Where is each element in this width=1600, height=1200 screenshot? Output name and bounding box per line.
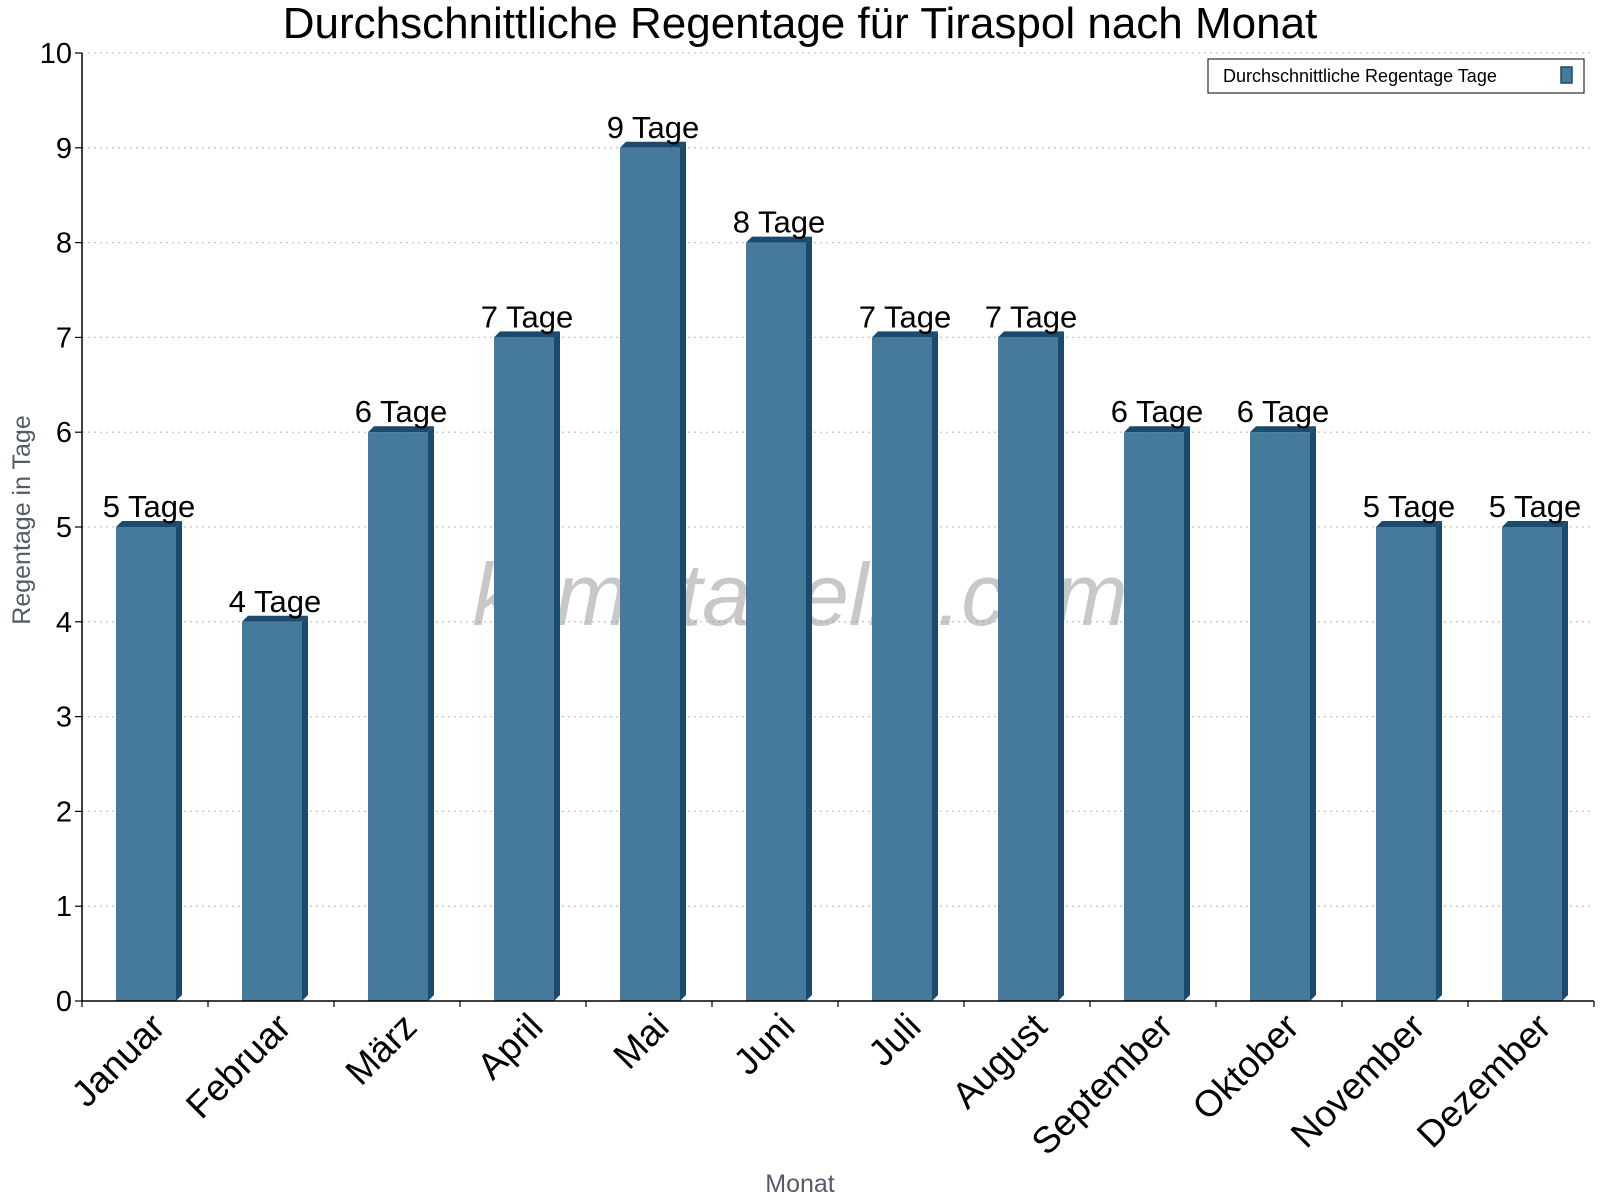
bar-side [1184,426,1190,1001]
bar-series [116,141,1568,1002]
x-tick-label: Mai [606,1006,677,1077]
bar-front [620,147,680,1002]
y-tick-label: 6 [56,417,72,449]
y-tick-label: 5 [56,512,72,544]
bar [1124,426,1190,1001]
y-tick-label: 2 [56,796,72,828]
bar [872,331,938,1001]
chart-title: Durchschnittliche Regentage für Tiraspol… [283,0,1318,48]
bar-top [998,331,1064,338]
bar-top [1376,521,1442,527]
y-axis-ticks: 0 1 2 3 4 5 6 7 8 9 10 [40,38,82,1018]
bar [1376,521,1442,1001]
bar [1502,521,1568,1001]
bar-top [872,331,938,338]
bar-front [494,337,554,1001]
bar-front [368,432,428,1001]
bar-top [368,426,434,433]
bar-top [116,521,182,527]
data-label: 6 Tage [355,394,448,429]
x-tick-label: Dezember [1409,1006,1559,1156]
x-tick-label: November [1283,1006,1433,1156]
bar-top [242,615,308,622]
legend-label: Durchschnittliche Regentage Tage [1223,66,1497,86]
data-label: 6 Tage [1111,394,1204,429]
x-tick-label: Januar [64,1006,173,1115]
data-label: 5 Tage [103,489,196,524]
bar-front [872,337,932,1001]
bar [746,236,812,1002]
data-label: 7 Tage [985,299,1078,334]
bar-front [242,621,302,1001]
y-tick-label: 9 [56,133,72,165]
y-tick-label: 3 [56,702,72,734]
bar-side [1310,426,1316,1001]
x-axis-ticks: Januar Februar März April Mai Juni Juli AugustS… [64,1001,1595,1163]
bar-side [554,331,560,1001]
bar [242,615,308,1001]
x-tick-label: April [469,1006,550,1087]
bar [368,426,434,1001]
bar-side [302,615,308,1001]
bar-side [680,141,686,1002]
data-label: 7 Tage [481,299,574,334]
data-label: 4 Tage [229,584,322,619]
bar-front [1376,527,1436,1001]
x-tick-label: Juni [726,1006,803,1083]
bar [998,331,1064,1001]
y-tick-label: 8 [56,228,72,260]
legend: Durchschnittliche Regentage Tage [1207,58,1585,94]
bar-top [1124,426,1190,433]
x-tick-label: März [338,1006,425,1093]
bar-side [176,521,182,1001]
data-labels: 5 Tage 4 Tage 6 Tage 7 Tage 9 Tage 8 Tage 7 Ta… [103,110,1582,619]
bar-front [1124,432,1184,1001]
bar [620,141,686,1002]
gridlines [82,52,1594,907]
data-label: 7 Tage [859,299,952,334]
bar-side [1562,521,1568,1001]
bar-side [806,236,812,1002]
x-tick-label: Oktober [1185,1006,1307,1128]
bar-top [1250,426,1316,433]
data-label: 9 Tage [607,110,700,145]
data-label: 8 Tage [733,205,826,240]
bar-front [998,337,1058,1001]
data-label: 5 Tage [1489,489,1582,524]
bar-top [1502,521,1568,527]
bar-top [620,141,686,148]
y-tick-label: 10 [40,38,72,70]
x-tick-label: August [944,1005,1055,1116]
x-tick-label: Februar [178,1006,299,1127]
y-tick-label: 0 [56,986,72,1018]
bar-top [746,236,812,243]
bar [1250,426,1316,1001]
bar [116,521,182,1001]
bar-front [1250,432,1310,1001]
legend-box [1207,58,1585,94]
x-axis-title: Monat [765,1170,835,1198]
legend-swatch [1560,66,1573,84]
bar-front [116,527,176,1001]
y-axis-title: Regentage in Tage [8,415,36,624]
y-tick-label: 1 [56,891,72,923]
bar-front [1502,527,1562,1001]
y-tick-label: 7 [56,322,72,354]
bar-front [746,242,806,1002]
bar-side [1058,331,1064,1001]
data-label: 5 Tage [1363,489,1456,524]
y-tick-label: 4 [56,607,72,639]
bar-side [428,426,434,1001]
x-tick-label: Juli [860,1006,928,1074]
bar-side [1436,521,1442,1001]
data-label: 6 Tage [1237,394,1330,429]
bar [494,331,560,1001]
bar-side [932,331,938,1001]
bar-top [494,331,560,338]
